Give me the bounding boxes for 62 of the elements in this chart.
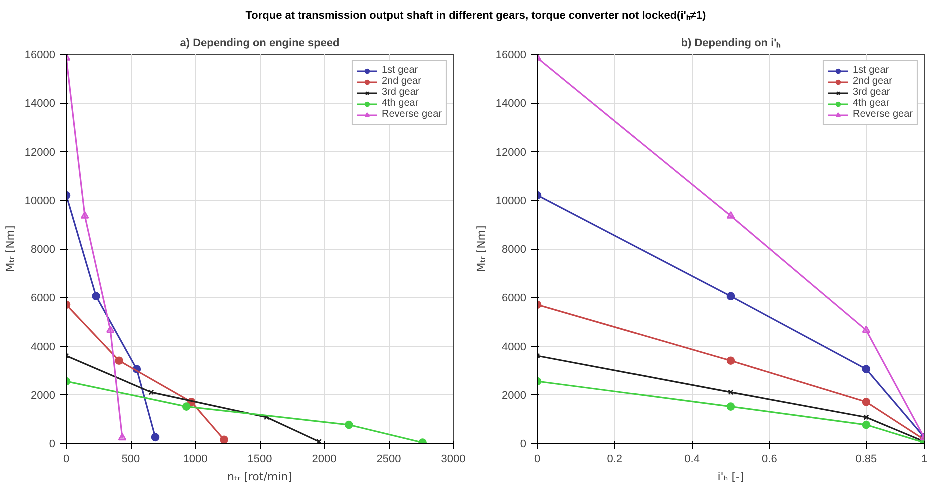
y-tick-label: 8000 [31, 244, 56, 256]
y-tick-label: 4000 [502, 341, 527, 354]
point [728, 390, 734, 396]
legend-label: 4th gear [382, 98, 419, 109]
y-tick-label: 14000 [496, 98, 527, 110]
legend-label: 3rd gear [852, 87, 890, 98]
x-axis-title: nₜᵣ [rot/min] [228, 470, 292, 482]
y-tick-label: 14000 [24, 98, 56, 110]
legend-label: 4th gear [852, 98, 890, 109]
x-tick-label: 2500 [376, 454, 402, 466]
x-tick-label: 2000 [312, 454, 337, 466]
point [182, 402, 191, 411]
legend-label: 1st gear [852, 65, 890, 76]
y-tick-label: 8000 [502, 244, 527, 256]
x-tick-label: 0.4 [684, 454, 700, 466]
point [92, 292, 100, 301]
x-tick-label: 0 [534, 454, 541, 466]
text: Torque at transmission output shaft in different gears, torque converter not locked(i'ₕ≠1) [246, 9, 706, 24]
y-tick-label: 12000 [24, 146, 56, 159]
point [151, 433, 160, 442]
y-tick-label: 6000 [502, 292, 527, 305]
point [106, 326, 115, 334]
y-tick-label: 16000 [24, 50, 56, 62]
y-tick-label: 2000 [502, 390, 527, 402]
y-tick-label: 16000 [496, 50, 527, 62]
x-tick-label: 0.6 [762, 454, 778, 466]
point [220, 436, 228, 444]
y-tick-label: 2000 [31, 390, 56, 402]
x-tick-label: 1000 [183, 454, 208, 466]
legend-label: Reverse gear [852, 109, 913, 120]
y-tick-label: 12000 [496, 146, 527, 159]
point [726, 402, 736, 411]
legend-label: 3rd gear [382, 87, 420, 98]
legend-label: 2nd gear [382, 76, 422, 87]
y-axis-title: Mₜᵣ [Nm] [4, 226, 17, 272]
legend-label: 1st gear [382, 65, 418, 76]
point [118, 433, 127, 441]
x-tick-label: 0 [63, 454, 70, 466]
x-axis-title: i'ₕ [-] [718, 470, 744, 482]
y-tick-label: 0 [49, 438, 56, 450]
chart-subtitle: a) Depending on engine speed [180, 38, 340, 50]
x-tick-label: 3000 [441, 454, 466, 466]
y-tick-label: 10000 [24, 195, 56, 208]
point [80, 211, 90, 219]
point [862, 420, 871, 430]
y-tick-label: 4000 [31, 341, 56, 354]
x-tick-label: 1 [921, 454, 928, 466]
point [864, 414, 870, 420]
point [148, 390, 154, 396]
x-tick-label: 0.85 [856, 454, 878, 466]
x-tick-label: 500 [122, 454, 140, 466]
legend-label: 2nd gear [852, 76, 892, 87]
legend-label: Reverse gear [382, 109, 442, 120]
point [344, 420, 354, 430]
x-tick-label: 1500 [248, 454, 272, 466]
point [115, 356, 124, 365]
y-tick-label: 6000 [31, 292, 56, 305]
y-axis-title: Mₜᵣ [Nm] [474, 226, 488, 272]
y-tick-label: 0 [520, 438, 527, 450]
y-tick-label: 10000 [496, 195, 527, 208]
chart-title: b) Depending on i'ₕ [681, 38, 782, 50]
x-tick-label: 0.2 [607, 454, 623, 466]
